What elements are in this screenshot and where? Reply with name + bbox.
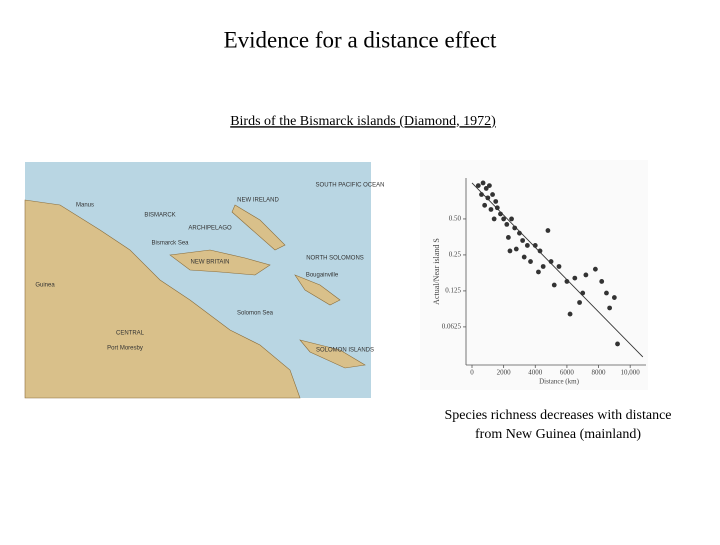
point	[482, 202, 488, 208]
x-tick-label: 4000	[528, 369, 543, 377]
map-land	[169, 249, 271, 276]
point	[487, 183, 492, 189]
x-tick-label: 8000	[592, 369, 607, 377]
x-axis-label: Distance (km)	[539, 378, 580, 386]
point	[537, 248, 543, 254]
point	[513, 246, 519, 252]
y-tick-label: 0.125	[445, 287, 461, 295]
point	[509, 216, 514, 222]
map-label: Manus	[76, 203, 94, 209]
subtitle: Birds of the Bismarck islands (Diamond, …	[230, 114, 496, 129]
point	[592, 266, 598, 272]
map-label: BISMARCK	[144, 213, 175, 219]
map-land	[299, 339, 366, 369]
title: Evidence for a distance effect	[224, 27, 497, 52]
point	[580, 290, 586, 296]
point	[483, 186, 489, 191]
point	[505, 235, 511, 240]
map-label: NEW BRITAIN	[191, 260, 230, 266]
point	[485, 195, 491, 201]
map-label: Bismarck Sea	[151, 241, 189, 247]
point	[479, 192, 484, 197]
point	[536, 269, 541, 275]
point	[556, 264, 562, 269]
map-label: Solomon Sea	[237, 311, 274, 317]
point	[501, 216, 507, 222]
map-label: Port Moresby	[107, 346, 143, 352]
map-land	[294, 274, 341, 306]
map	[24, 162, 371, 399]
y-axis-label: Actual/Near island S	[432, 238, 441, 305]
map-land	[231, 204, 286, 251]
y-tick-label: 0.25	[449, 251, 462, 259]
caption: Species richness decreases with distance	[444, 408, 671, 423]
point	[512, 225, 518, 231]
map-label: Bougainville	[306, 273, 339, 279]
y-tick-label: 0.0625	[442, 323, 462, 331]
point	[498, 211, 503, 217]
point	[520, 238, 526, 243]
point	[548, 259, 554, 264]
point	[528, 259, 533, 264]
y-tick-label: 0.50	[449, 215, 462, 223]
point	[475, 183, 481, 189]
x-tick-label: 10,000	[621, 369, 641, 377]
point	[577, 300, 582, 305]
point	[583, 272, 589, 278]
point	[611, 295, 617, 300]
point	[551, 282, 557, 288]
chart-panel	[420, 160, 648, 390]
point	[604, 290, 609, 296]
point	[491, 216, 497, 222]
point	[504, 222, 510, 227]
x-tick-label: 0	[470, 369, 474, 377]
point	[507, 248, 513, 254]
point	[599, 279, 605, 284]
x-tick-label: 2000	[497, 369, 512, 377]
chart-bg	[420, 160, 648, 390]
point	[493, 199, 499, 204]
point	[524, 243, 530, 248]
map-label: SOUTH PACIFIC OCEAN	[316, 183, 385, 189]
point	[490, 192, 495, 197]
caption: from New Guinea (mainland)	[475, 427, 641, 442]
point	[480, 180, 486, 186]
point	[615, 341, 620, 347]
map-label: NEW IRELAND	[237, 198, 279, 204]
map-label: CENTRAL	[116, 331, 145, 337]
point	[494, 205, 500, 211]
point	[532, 243, 538, 248]
point	[521, 254, 527, 260]
point	[572, 275, 578, 281]
point	[488, 207, 494, 212]
map-label: NORTH SOLOMONS	[306, 256, 364, 262]
x-tick-label: 6000	[560, 369, 575, 377]
point	[564, 279, 570, 284]
map-label: ARCHIPELAGO	[188, 226, 232, 232]
point	[607, 305, 613, 311]
point	[545, 228, 551, 233]
point	[540, 264, 546, 269]
point	[517, 230, 522, 236]
map-label: Guinea	[35, 283, 55, 289]
map-land	[24, 199, 301, 399]
map-label: SOLOMON ISLANDS	[316, 348, 374, 354]
point	[567, 311, 573, 317]
